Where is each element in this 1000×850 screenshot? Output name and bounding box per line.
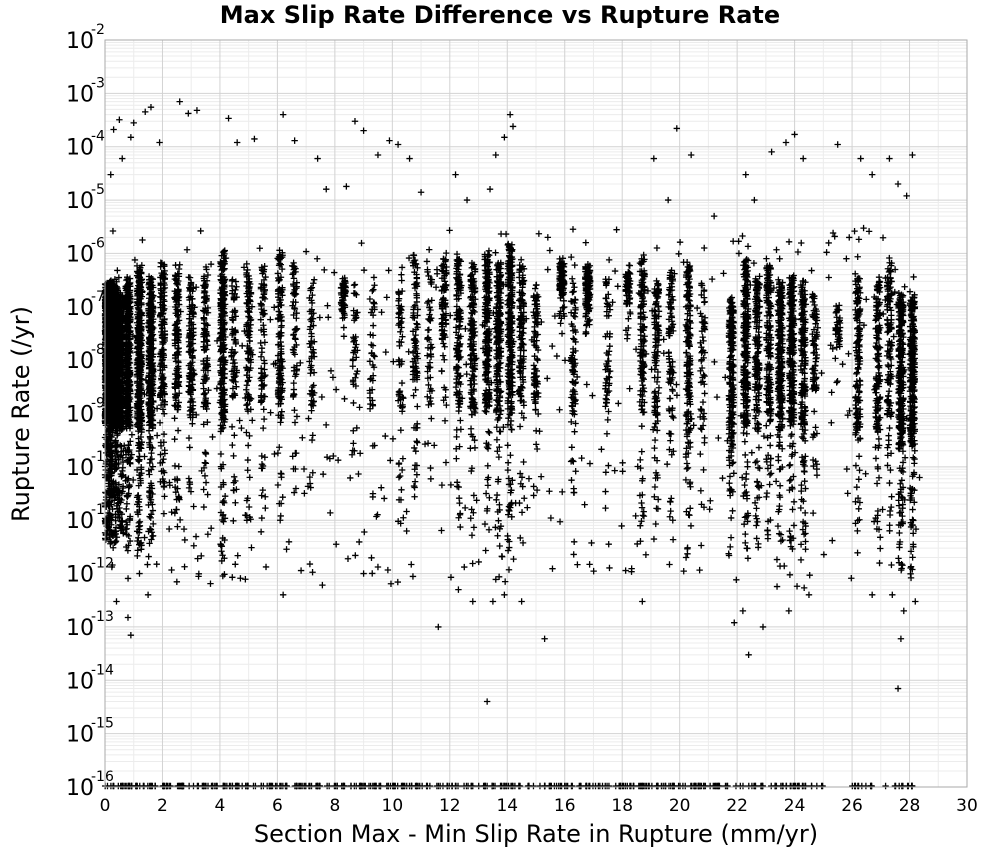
data-point [912,598,919,605]
data-point [782,139,790,146]
data-point [897,635,905,642]
data-point [147,104,155,111]
data-point [386,137,393,144]
data-point [894,685,902,692]
data-point [800,155,807,162]
data-point [889,591,896,599]
data-point [742,171,749,178]
data-point [492,151,499,159]
data-point [406,155,413,162]
data-point [119,155,126,162]
data-point [886,155,893,162]
data-point [751,196,758,204]
data-point [785,607,793,615]
data-point [541,635,548,642]
data-point [116,116,123,123]
data-point [176,98,183,105]
data-point [664,196,672,204]
data-point [127,134,135,141]
data-point [193,107,201,114]
data-point [868,591,876,599]
data-point [745,651,752,659]
data-point [501,591,508,599]
data-point [639,598,646,605]
data-point [279,591,287,599]
data-point [518,598,525,605]
data-point [314,155,321,162]
data-point [489,598,497,605]
data-point [486,185,494,193]
data-point [142,108,149,116]
data-point [360,127,367,134]
data-point [323,185,330,193]
data-point [768,148,775,156]
data-point [731,619,738,626]
data-point [251,135,258,143]
data-point [506,111,514,118]
data-point [102,536,109,544]
data-point [343,183,350,190]
data-point [233,139,241,146]
data-point [417,189,425,196]
data-point [909,151,916,159]
data-point [374,151,382,159]
data-point [110,126,117,133]
data-point [463,196,471,204]
data-point [225,115,232,122]
data-point [673,125,680,132]
data-point [455,586,462,593]
data-point [903,192,910,200]
data-point [501,134,508,141]
data-point [435,623,442,631]
data-point [130,119,137,127]
data-point [483,698,491,705]
data-point [739,607,747,615]
data-point [469,598,476,605]
data-point [900,607,907,615]
data-point [834,141,841,148]
data-point [650,155,658,162]
data-point [173,578,181,586]
data-point [759,623,767,631]
data-point [805,591,813,599]
data-point [868,171,876,178]
chart-title: Max Slip Rate Difference vs Rupture Rate [220,1,780,29]
data-point [791,131,798,138]
data-point [107,171,114,178]
data-point [687,151,695,159]
data-point [710,212,718,220]
data-point [452,171,459,178]
data-point [857,155,864,162]
data-points [101,98,923,790]
data-point [394,141,402,148]
data-point [291,137,298,144]
data-point [156,139,163,146]
data-point [360,570,367,577]
data-point [113,598,120,605]
data-point [185,110,192,117]
data-point [127,631,135,639]
data-point [124,614,132,621]
data-point [509,123,517,130]
data-point [351,118,359,125]
data-point [894,180,902,188]
data-point [136,570,143,577]
data-point [153,560,160,568]
data-point [279,111,287,118]
data-point [144,591,152,599]
